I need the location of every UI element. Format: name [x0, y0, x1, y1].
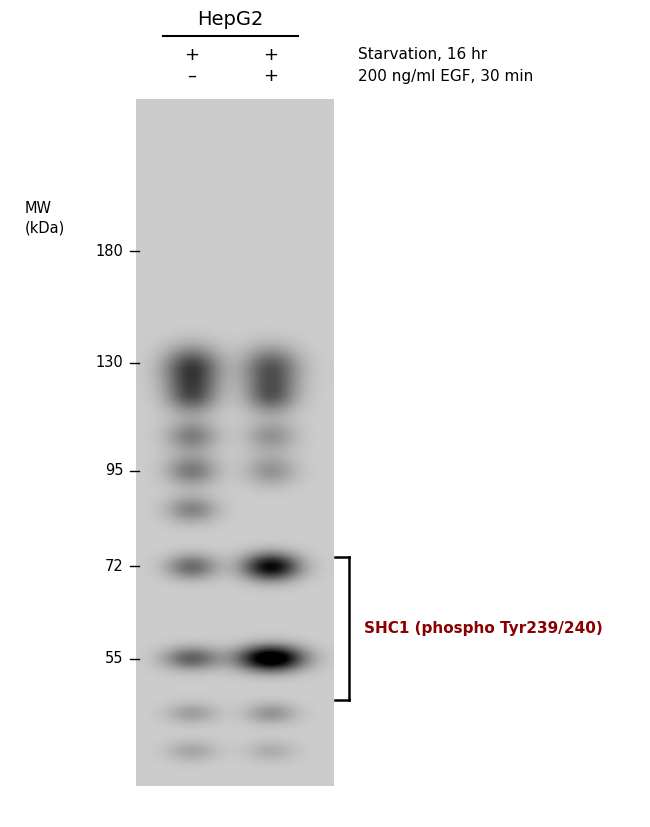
Text: 95: 95 — [105, 463, 124, 478]
Text: 130: 130 — [96, 356, 124, 370]
Text: SHC1 (phospho Tyr239/240): SHC1 (phospho Tyr239/240) — [365, 621, 603, 636]
Text: HepG2: HepG2 — [198, 10, 264, 29]
Text: 180: 180 — [96, 244, 124, 259]
Text: Starvation, 16 hr: Starvation, 16 hr — [358, 47, 488, 62]
Text: 55: 55 — [105, 651, 124, 666]
Text: +: + — [263, 45, 278, 64]
Text: 200 ng/ml EGF, 30 min: 200 ng/ml EGF, 30 min — [358, 69, 534, 84]
Text: MW
(kDa): MW (kDa) — [25, 202, 65, 235]
Text: +: + — [263, 67, 278, 85]
Text: +: + — [184, 45, 199, 64]
Text: 72: 72 — [105, 558, 124, 573]
Text: –: – — [187, 67, 196, 85]
